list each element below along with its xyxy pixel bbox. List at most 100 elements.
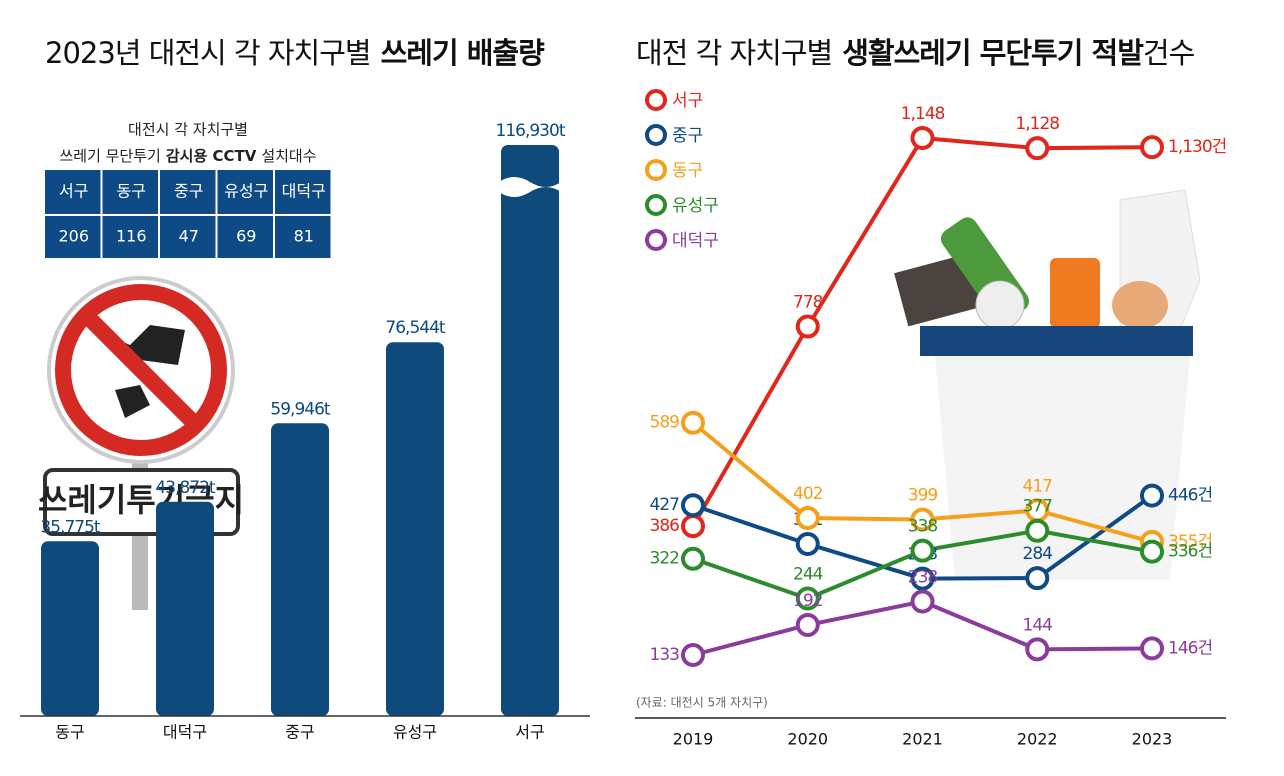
table-cell: [45, 170, 101, 214]
legend-label: 중구: [672, 126, 703, 146]
subtitle-part: 감시용 CCTV: [166, 147, 257, 165]
table-header: 유성구: [224, 182, 268, 201]
point: [681, 643, 705, 667]
source: (자료: 대전시 5개 자치구): [636, 696, 768, 710]
value-label: 377: [1023, 497, 1053, 517]
table-cell: [275, 170, 331, 214]
x-tick-label: 중구: [285, 723, 314, 742]
table-cell: [217, 170, 273, 214]
table-cell: [217, 216, 273, 258]
table-value: 69: [236, 227, 256, 246]
table-value: 81: [294, 227, 314, 246]
title-part: 생활쓰레기 무단투기 적발: [842, 36, 1144, 70]
bar-label: 43,872t: [155, 478, 215, 498]
value-label: 238: [908, 568, 938, 588]
subtitle-part: 설치대수: [261, 147, 316, 165]
value-label: 192: [793, 591, 823, 611]
value-label: 778: [793, 292, 823, 312]
point: [795, 586, 820, 611]
table-cell: [160, 216, 216, 258]
point: [1140, 539, 1164, 564]
bar: [156, 501, 214, 716]
title-part: 대전 각 자치구별: [636, 36, 832, 70]
bar: [501, 145, 559, 716]
value-label: 355건: [1168, 532, 1212, 552]
value-label: 1,128: [1015, 114, 1059, 134]
point: [795, 531, 820, 556]
point: [1025, 136, 1050, 161]
point: [1140, 483, 1164, 508]
table-cell: [275, 216, 331, 258]
point: [681, 493, 705, 518]
subtitle-part: 쓰레기 무단투기: [59, 147, 160, 165]
title-part: 2023년 대전시 각 자치구별: [45, 36, 371, 70]
value-label: 417: [1023, 476, 1053, 496]
bar-label: 116,930t: [496, 121, 566, 141]
legend-marker: [645, 194, 667, 216]
legend-marker: [645, 159, 667, 181]
value-label: 146건: [1168, 638, 1212, 658]
value-label: 589: [650, 413, 680, 433]
x-tick-label: 2022: [1017, 730, 1058, 749]
value-label: 427: [650, 495, 680, 515]
x-tick-label: 2019: [673, 730, 714, 749]
table-cell: [45, 216, 101, 258]
point: [1140, 636, 1164, 661]
table-value: 116: [116, 227, 147, 246]
value-label: 133: [650, 645, 680, 665]
table-header: 대덕구: [282, 182, 326, 201]
legend-label: 동구: [672, 161, 703, 181]
legend-label: 서구: [672, 91, 703, 111]
bar: [386, 342, 444, 716]
chart-title: 2023년 대전시 각 자치구별 쓰레기 배출량: [45, 36, 545, 70]
value-label: 446건: [1168, 486, 1212, 506]
bar: [271, 423, 329, 716]
value-label: 338: [908, 517, 938, 537]
table-value: 206: [58, 227, 89, 246]
value-label: 336건: [1168, 542, 1212, 562]
bar-label: 76,544t: [385, 318, 445, 338]
value-label: 1,148: [901, 104, 945, 124]
table-cell: [102, 216, 158, 258]
x-tick-label: 2023: [1132, 730, 1173, 749]
point: [795, 505, 820, 530]
trash-illustration: [894, 189, 1201, 580]
value-label: 144: [1023, 615, 1053, 635]
chart-title: 대전 각 자치구별 생활쓰레기 무단투기 적발건수: [636, 36, 1195, 70]
x-tick-label: 대덕구: [163, 723, 207, 742]
table-title: 대전시 각 자치구별: [128, 121, 248, 139]
point: [910, 126, 935, 150]
point: [910, 507, 935, 532]
axis-break: [499, 177, 561, 197]
table-subtitle: 쓰레기 무단투기 감시용 CCTV 설치대수: [59, 147, 316, 165]
point: [910, 538, 935, 563]
table-header: 동구: [117, 182, 146, 201]
table-cell: [102, 170, 158, 214]
title-part: 건수: [1143, 36, 1195, 70]
point: [1025, 566, 1050, 591]
bar-label: 59,946t: [270, 399, 330, 419]
value-label: 402: [793, 484, 823, 504]
title-part: 쓰레기 배출량: [381, 36, 545, 70]
point: [910, 589, 935, 614]
point: [681, 410, 705, 435]
point: [1025, 518, 1050, 543]
point: [681, 514, 705, 539]
legend-marker: [645, 229, 667, 251]
point: [681, 546, 705, 571]
legend-marker: [645, 124, 667, 146]
table-value: 47: [179, 227, 199, 246]
value-label: 284: [1023, 544, 1053, 564]
x-tick-label: 유성구: [393, 723, 437, 742]
point: [1025, 637, 1050, 662]
table-header: 중구: [174, 182, 203, 201]
point: [795, 612, 820, 637]
value-label: 386: [650, 516, 680, 536]
bar-label: 35,775t: [40, 517, 100, 537]
x-tick-label: 2021: [902, 730, 943, 749]
legend-label: 대덕구: [672, 231, 719, 251]
x-tick-label: 2020: [787, 730, 828, 749]
table-header: 서구: [59, 182, 88, 201]
legend-marker: [645, 89, 667, 111]
